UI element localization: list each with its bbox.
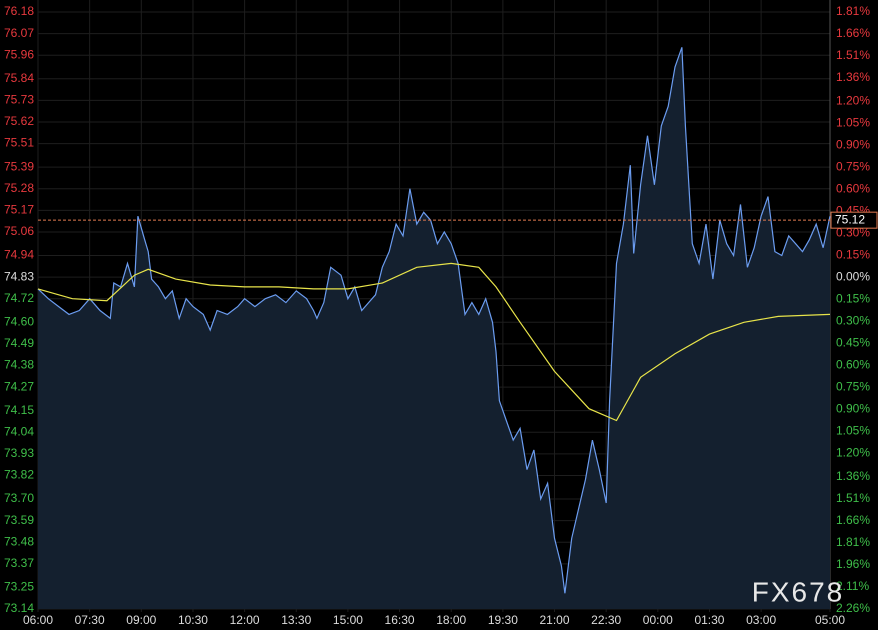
x-tick-label: 18:00 — [436, 613, 466, 627]
y-tick-label: 73.70 — [4, 491, 34, 505]
y2-tick-label: 0.75% — [836, 380, 870, 394]
y2-tick-label: 0.15% — [836, 292, 870, 306]
y2-tick-label: 1.05% — [836, 116, 870, 130]
plot — [37, 47, 831, 610]
y-tick-label: 76.07 — [4, 26, 34, 40]
y-tick-label: 73.37 — [4, 556, 34, 570]
y-tick-label: 73.14 — [4, 601, 34, 615]
x-tick-label: 06:00 — [23, 613, 53, 627]
y-tick-label: 75.51 — [4, 136, 34, 150]
y-tick-label: 75.84 — [4, 71, 34, 85]
y-tick-label: 74.04 — [4, 424, 34, 438]
x-tick-label: 10:30 — [178, 613, 208, 627]
y-tick-label: 73.25 — [4, 580, 34, 594]
y-tick-label: 73.59 — [4, 513, 34, 527]
y2-tick-label: 1.66% — [836, 513, 870, 527]
x-tick-label: 07:30 — [75, 613, 105, 627]
y2-tick-label: 2.26% — [836, 601, 870, 615]
area — [38, 47, 830, 610]
line — [37, 262, 831, 422]
x-tick-label: 09:00 — [126, 613, 156, 627]
x-tick-label: 03:00 — [746, 613, 776, 627]
y2-tick-label: 1.81% — [836, 4, 870, 18]
y2-tick-label: 1.36% — [836, 469, 870, 483]
y-tick-label: 75.17 — [4, 203, 34, 217]
line — [37, 47, 831, 594]
y-tick-label: 76.18 — [4, 4, 34, 18]
watermark: FX678 — [752, 576, 845, 607]
y2-tick-label: 1.05% — [836, 424, 870, 438]
y2-tick-label: 0.45% — [836, 336, 870, 350]
x-tick-label: 22:30 — [591, 613, 621, 627]
x-tick-label: 19:30 — [488, 613, 518, 627]
y-tick-label: 74.38 — [4, 358, 34, 372]
y-tick-label: 73.82 — [4, 468, 34, 482]
y2-tick-label: 1.51% — [836, 48, 870, 62]
y2-tick-label: 1.20% — [836, 94, 870, 108]
x-tick-label: 12:00 — [230, 613, 260, 627]
y2-tick-label: 1.96% — [836, 557, 870, 571]
x-tick-label: 05:00 — [815, 613, 845, 627]
y-tick-label: 73.93 — [4, 446, 34, 460]
y2-tick-label: 0.60% — [836, 358, 870, 372]
y2-tick-label: 0.90% — [836, 402, 870, 416]
y2-tick-label: 0.90% — [836, 138, 870, 152]
y-tick-label: 73.48 — [4, 534, 34, 548]
y-tick-label: 75.73 — [4, 93, 34, 107]
axes: 76.18 76.07 75.96 75.84 75.73 75.62 75.51 75.39… — [4, 4, 878, 627]
y-tick-label: 74.94 — [4, 248, 34, 262]
y-tick-label: 74.49 — [4, 336, 34, 350]
y2-tick-label: 2.11% — [836, 579, 869, 593]
y-tick-label: 74.15 — [4, 403, 34, 417]
x-tick-label: 00:00 — [643, 613, 673, 627]
y-tick-label: 75.06 — [4, 224, 34, 238]
y-tick-label: 75.96 — [4, 47, 34, 61]
y2-tick-label: 1.36% — [836, 70, 870, 84]
y2-tick-label: 0.00% — [836, 270, 870, 284]
last-price-label: 75.12 — [835, 212, 865, 226]
y-tick-label: 74.60 — [4, 314, 34, 328]
y2-tick-label: 1.66% — [836, 26, 870, 40]
y-tick-label: 74.72 — [4, 291, 34, 305]
y-tick-label: 74.27 — [4, 379, 34, 393]
y-tick-label: 75.62 — [4, 114, 34, 128]
last-price-box — [830, 211, 878, 229]
x-tick-label: 16:30 — [385, 613, 415, 627]
x-tick-label: 01:30 — [694, 613, 724, 627]
y2-tick-label: 0.60% — [836, 182, 870, 196]
y2-tick-label: 0.75% — [836, 160, 870, 174]
y2-tick-label: 1.81% — [836, 535, 870, 549]
y-tick-label: 75.28 — [4, 181, 34, 195]
y-tick-label: 75.39 — [4, 159, 34, 173]
y2-tick-label: 0.30% — [836, 226, 870, 240]
x-tick-label: 13:30 — [281, 613, 311, 627]
y2-tick-label: 1.51% — [836, 491, 870, 505]
y-tick-label: 74.83 — [4, 269, 34, 283]
y2-tick-label: 1.20% — [836, 446, 870, 460]
y2-tick-label: 0.30% — [836, 314, 870, 328]
y2-tick-label: 0.15% — [836, 248, 870, 262]
x-tick-label: 21:00 — [540, 613, 570, 627]
x-tick-label: 15:00 — [333, 613, 363, 627]
